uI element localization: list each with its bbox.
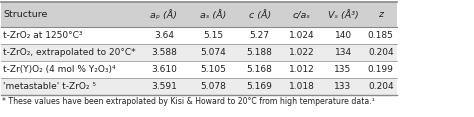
Text: 133: 133 — [335, 82, 352, 91]
Text: t-Zr(Y)O₂ (4 mol % Y₂O₃)⁴: t-Zr(Y)O₂ (4 mol % Y₂O₃)⁴ — [3, 65, 116, 74]
Text: aₛ (Å): aₛ (Å) — [200, 10, 226, 20]
Text: 5.078: 5.078 — [200, 82, 226, 91]
Text: c (Å): c (Å) — [248, 10, 271, 20]
Text: 135: 135 — [335, 65, 352, 74]
Text: 5.105: 5.105 — [200, 65, 226, 74]
Text: 5.169: 5.169 — [247, 82, 273, 91]
Text: 3.64: 3.64 — [154, 31, 174, 40]
Text: 0.199: 0.199 — [368, 65, 394, 74]
Bar — [0, 2, 397, 27]
Text: 5.188: 5.188 — [247, 48, 273, 57]
Text: aₚ (Å): aₚ (Å) — [150, 10, 177, 20]
Text: 0.185: 0.185 — [368, 31, 394, 40]
Text: 5.27: 5.27 — [250, 31, 270, 40]
Text: 134: 134 — [335, 48, 352, 57]
Text: 5.168: 5.168 — [247, 65, 273, 74]
Text: 5.15: 5.15 — [203, 31, 223, 40]
Text: 3.610: 3.610 — [151, 65, 177, 74]
Text: 140: 140 — [335, 31, 352, 40]
Text: 1.024: 1.024 — [289, 31, 315, 40]
Text: 1.022: 1.022 — [289, 48, 315, 57]
Text: 'metastable' t-ZrO₂ ⁵: 'metastable' t-ZrO₂ ⁵ — [3, 82, 96, 91]
Text: z: z — [378, 10, 383, 19]
Bar — [0, 78, 397, 95]
Text: t-ZrO₂ at 1250°C³: t-ZrO₂ at 1250°C³ — [3, 31, 82, 40]
Text: 0.204: 0.204 — [368, 48, 393, 57]
Bar — [0, 44, 397, 61]
Bar — [0, 27, 397, 44]
Text: c/aₛ: c/aₛ — [293, 10, 311, 19]
Text: * These values have been extrapolated by Kisi & Howard to 20°C from high tempera: * These values have been extrapolated by… — [2, 97, 375, 106]
Text: 3.591: 3.591 — [151, 82, 177, 91]
Text: Vₛ (Å³): Vₛ (Å³) — [328, 10, 358, 20]
Text: 3.588: 3.588 — [151, 48, 177, 57]
Text: 5.074: 5.074 — [200, 48, 226, 57]
Text: 0.204: 0.204 — [368, 82, 393, 91]
Text: 1.018: 1.018 — [289, 82, 315, 91]
Bar — [0, 61, 397, 78]
Text: Structure: Structure — [3, 10, 47, 19]
Text: t-ZrO₂, extrapolated to 20°C*: t-ZrO₂, extrapolated to 20°C* — [3, 48, 136, 57]
Text: 1.012: 1.012 — [289, 65, 315, 74]
